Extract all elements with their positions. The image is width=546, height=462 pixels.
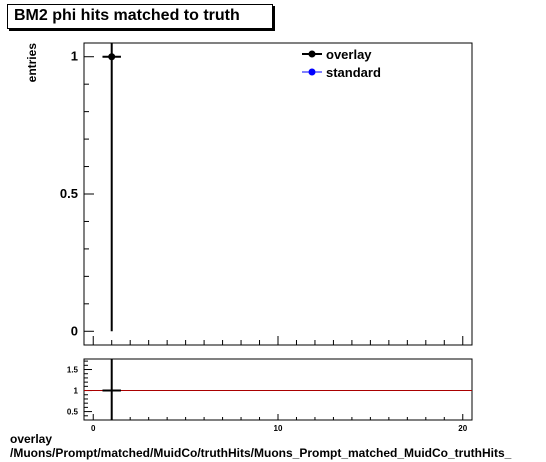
legend-standard-marker (308, 68, 316, 76)
y-axis-label: entries (25, 43, 39, 83)
x-tick-label: 20 (458, 424, 467, 433)
plot-frame (83, 42, 473, 346)
ratio-y-tick-label: 1 (74, 387, 79, 396)
x-tick-label: 0 (91, 424, 96, 433)
ratio-y-tick-label: 0.5 (67, 408, 79, 417)
chart-title-box: BM2 phi hits matched to truth (7, 4, 273, 29)
legend-overlay-marker (308, 50, 316, 58)
x-tick-label: 10 (274, 424, 283, 433)
footer-label: overlay (10, 432, 53, 446)
ratio-frame (83, 358, 473, 421)
overlay-point (108, 53, 116, 61)
ratio-y-tick-label: 1.5 (67, 366, 79, 375)
y-tick-label: 0 (71, 323, 78, 338)
chart-title: BM2 phi hits matched to truth (14, 7, 240, 24)
y-tick-label: 0.5 (60, 186, 78, 201)
footer-path: /Muons/Prompt/matched/MuidCo/truthHits/M… (10, 446, 512, 460)
legend-standard-label: standard (326, 65, 381, 80)
y-tick-label: 1 (71, 49, 78, 64)
legend-overlay-label: overlay (326, 47, 372, 62)
